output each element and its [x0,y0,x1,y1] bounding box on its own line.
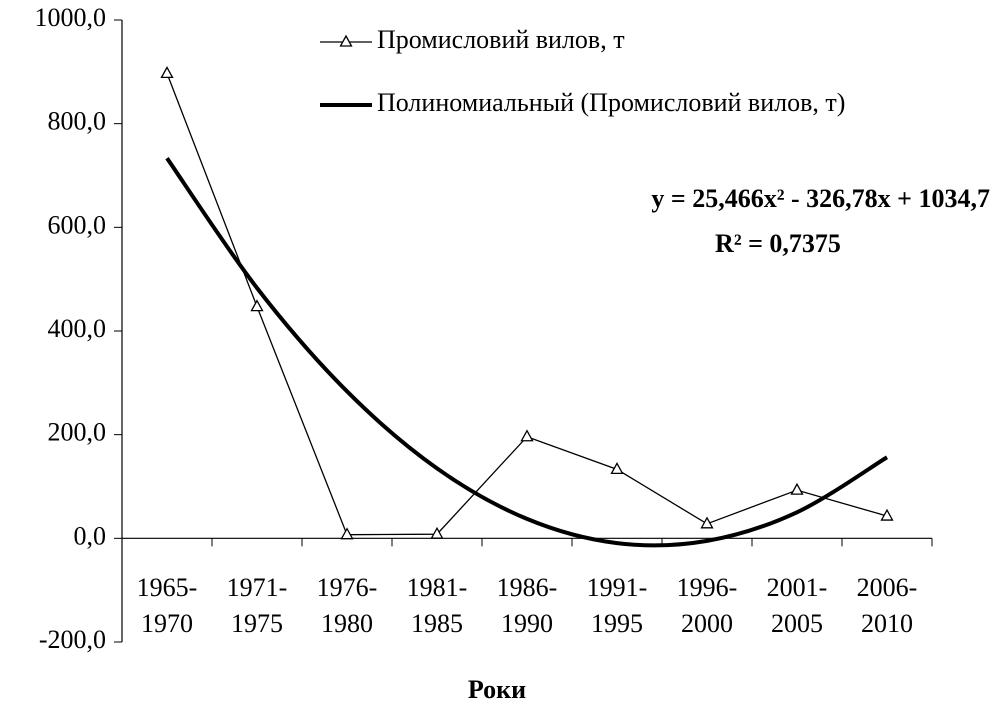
y-tick-label: 800,0 [48,107,107,136]
marker [250,299,264,312]
y-tick-label: 0,0 [74,521,107,550]
x-tick-label: 1971-1975 [226,573,288,639]
y-tick-label: 200,0 [48,418,107,447]
equation: y = 25,466x² - 326,78x + 1034,7 [651,184,990,213]
marker [880,508,894,521]
x-tick-label: 1981-1985 [406,573,468,639]
marker [430,526,444,539]
marker [790,482,804,495]
legend-label: Полиномиальный (Промисловий вилов, т) [377,88,845,117]
trendline [165,157,889,548]
x-tick-label: 1991-1995 [586,573,648,639]
x-tick-label: 2001-2005 [766,573,828,639]
y-tick-label: 1000,0 [35,3,107,32]
marker [160,66,174,79]
x-tick-label: 2006-2010 [856,573,918,639]
marker [520,429,534,442]
x-axis-label: Роки [468,675,526,704]
y-tick-label: -200,0 [39,625,106,654]
legend-label: Промисловий вилов, т [377,25,625,54]
marker [700,516,714,529]
x-tick-label: 1996-2000 [676,573,738,639]
x-tick-label: 1976-1980 [316,573,378,639]
x-tick-label: 1965-1970 [136,573,198,639]
series-line [166,73,888,536]
x-tick-label: 1986-1990 [496,573,558,639]
marker [340,527,354,540]
y-tick-label: 600,0 [48,210,107,239]
r-squared: R² = 0,7375 [715,229,841,258]
marker [610,462,624,475]
y-tick-label: 400,0 [48,314,107,343]
legend-marker [339,34,353,47]
